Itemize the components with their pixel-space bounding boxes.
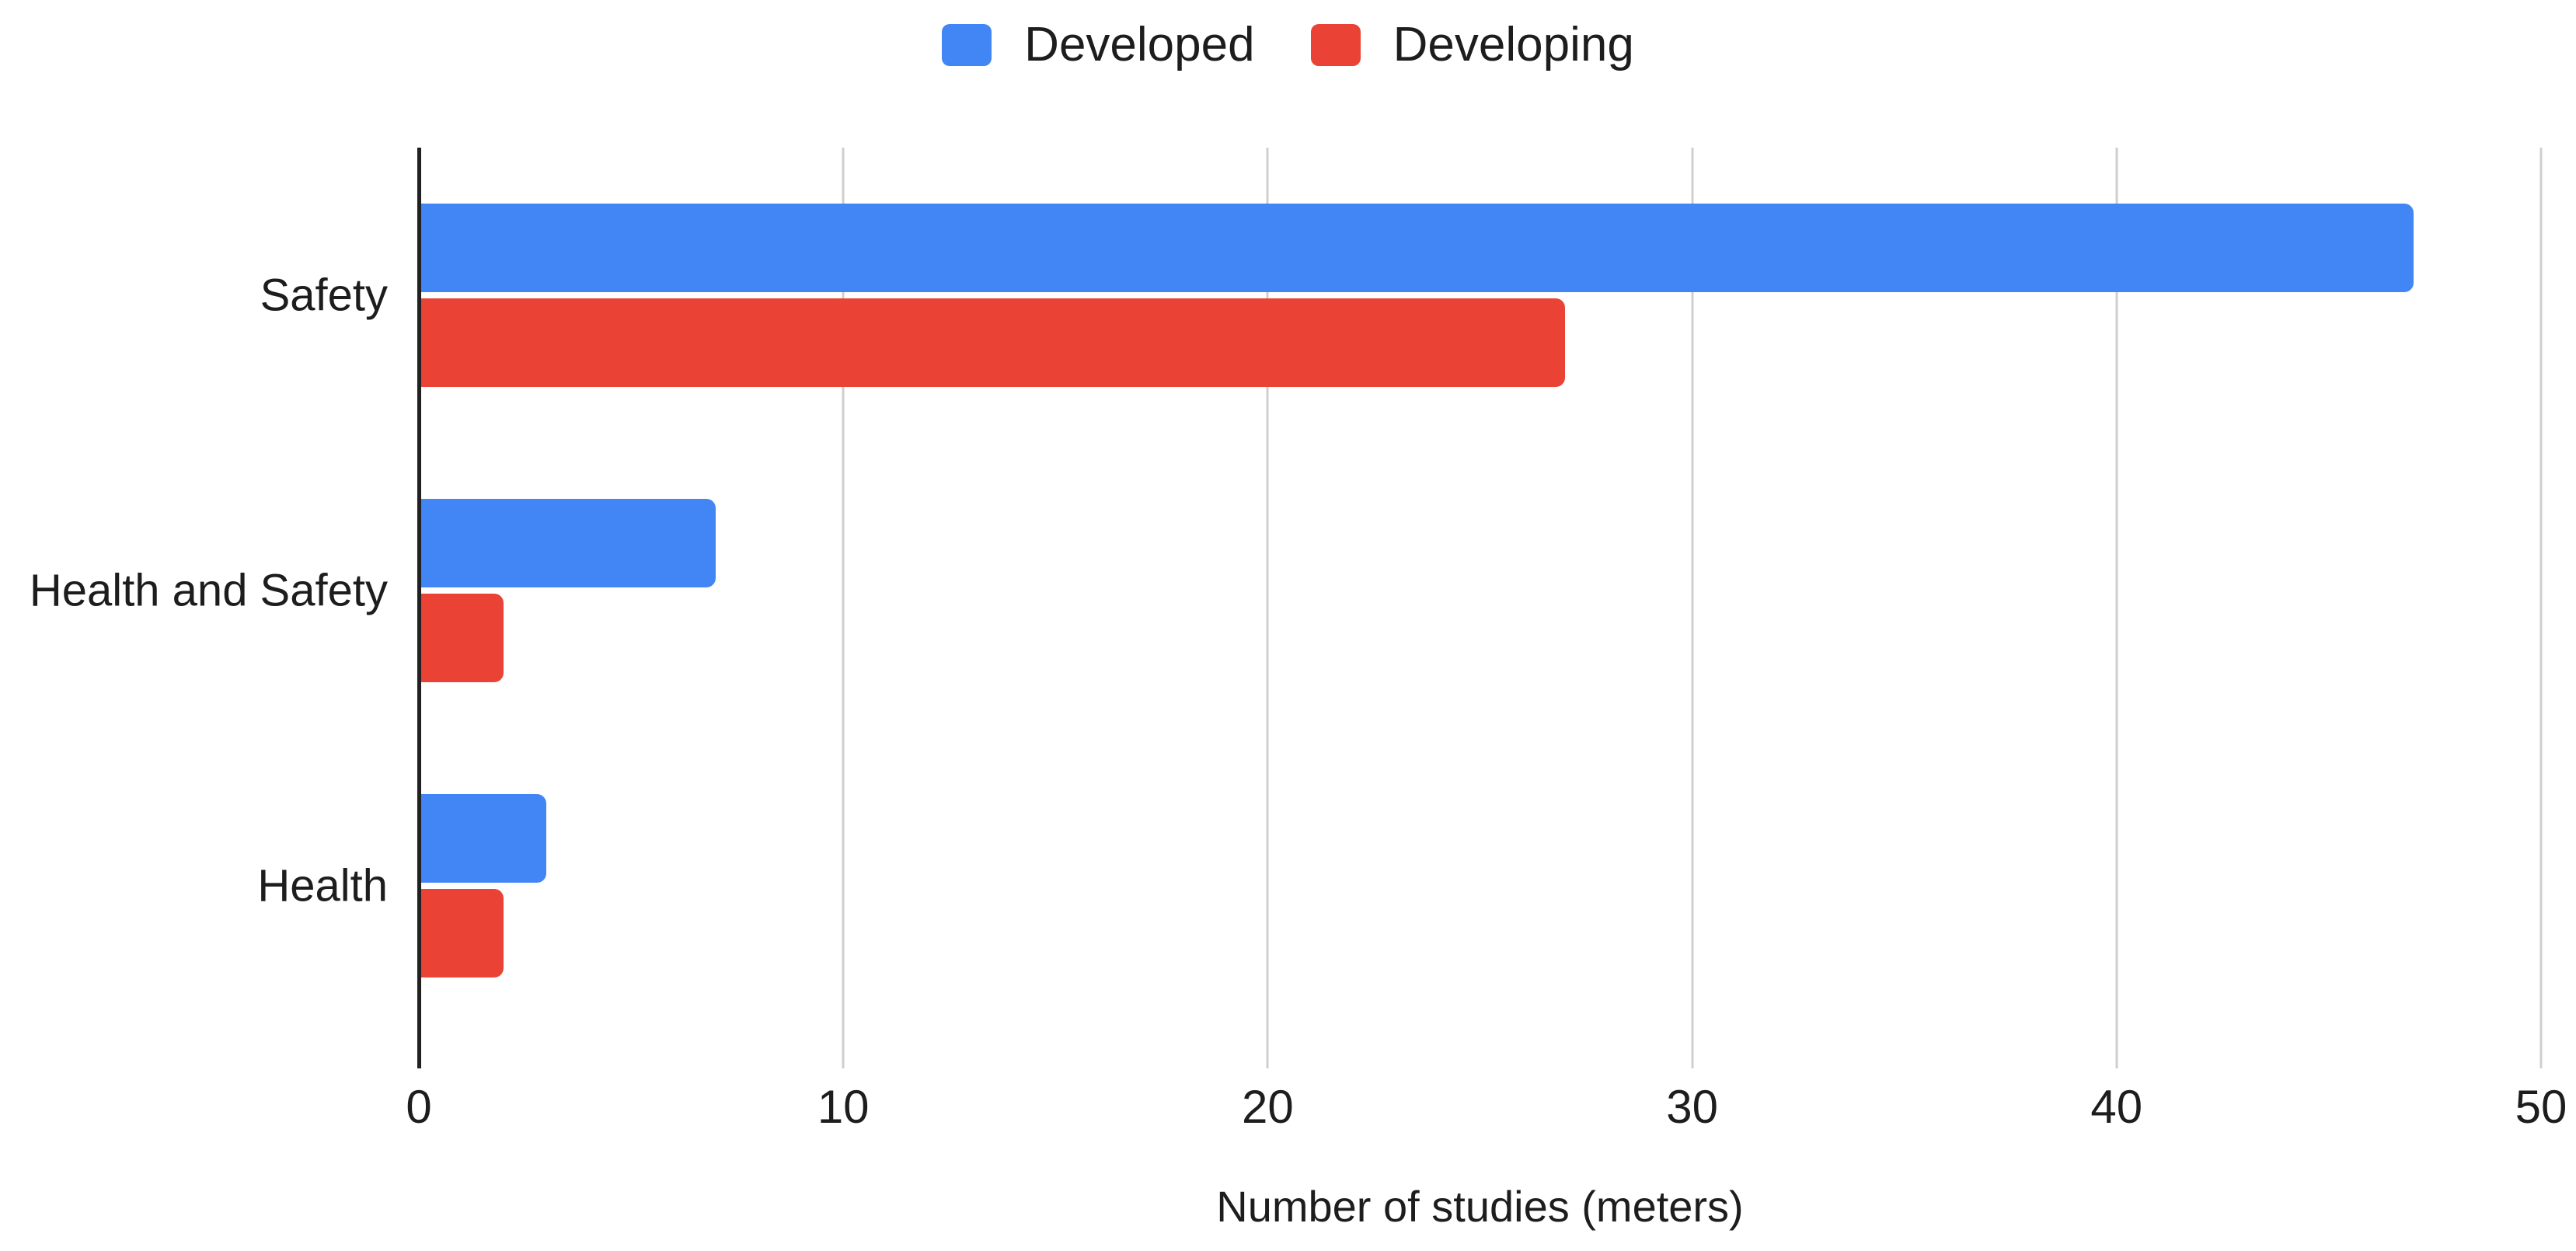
x-tick-label-0: 0 (406, 1081, 432, 1133)
bar-developed-health-and-safety (419, 499, 716, 587)
bar-developed-safety (419, 204, 2414, 292)
legend-label-developing: Developing (1393, 18, 1634, 71)
x-tick-label-50: 50 (2515, 1081, 2567, 1133)
legend-label-developed: Developed (1024, 18, 1255, 71)
gridline-50 (2539, 148, 2543, 1068)
legend-item-developing: Developing (1310, 17, 1634, 72)
gridline-30 (1691, 148, 1694, 1068)
x-tick-label-10: 10 (817, 1081, 870, 1133)
gridline-40 (2115, 148, 2118, 1068)
y-axis-baseline (417, 148, 421, 1068)
category-row: Health (257, 738, 2541, 1033)
chart-legend: Developed Developing (0, 17, 2576, 72)
developed-color-swatch-icon (942, 23, 992, 66)
x-tick-label-20: 20 (1242, 1081, 1294, 1133)
category-label: Health (257, 860, 388, 911)
x-axis-title: Number of studies (meters) (1216, 1182, 1744, 1231)
bar-developed-health (419, 794, 546, 883)
gridline-20 (1266, 148, 1269, 1068)
gridline-10 (842, 148, 845, 1068)
bar-developing-health (419, 889, 504, 977)
x-axis-ticks: 0 10 20 30 40 50 (406, 1080, 2567, 1134)
bar-developing-health-and-safety (419, 594, 504, 682)
plot-area: Safety Health and Safety Health 0 10 20 30 40 5… (30, 148, 2567, 1231)
legend-item-developed: Developed (942, 17, 1255, 72)
category-rows: Safety Health and Safety Health (30, 148, 2541, 1033)
x-tick-label-40: 40 (2090, 1081, 2143, 1133)
x-tick-label-30: 30 (1666, 1081, 1718, 1133)
category-label: Safety (260, 270, 388, 321)
category-row: Health and Safety (30, 443, 2541, 738)
category-label: Health and Safety (29, 565, 388, 616)
category-row: Safety (260, 148, 2541, 443)
developing-color-swatch-icon (1310, 23, 1361, 66)
bar-developing-safety (419, 298, 1565, 387)
